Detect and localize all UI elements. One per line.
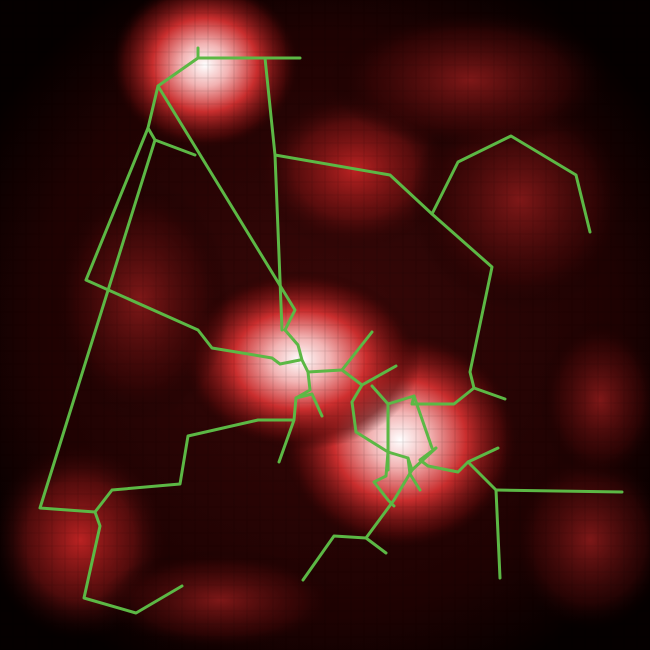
heat-blob bbox=[100, 550, 340, 650]
skeleton-branch bbox=[410, 386, 476, 406]
skeleton-branch bbox=[283, 328, 374, 374]
skeleton-branch bbox=[84, 126, 302, 366]
heat-blob bbox=[50, 180, 230, 420]
skeleton-branch bbox=[294, 392, 324, 418]
skeleton-branch bbox=[38, 138, 294, 514]
heat-blob bbox=[510, 450, 650, 630]
skeleton-branch bbox=[494, 488, 624, 494]
skeleton-branch bbox=[430, 134, 592, 234]
skeleton-branch bbox=[146, 46, 200, 157]
skeleton-branch bbox=[370, 384, 434, 450]
heat-blob bbox=[110, 0, 300, 150]
skeleton-branch bbox=[301, 534, 368, 582]
skeleton-branch bbox=[364, 468, 414, 555]
heat-blob bbox=[330, 10, 610, 150]
skeleton-network bbox=[38, 46, 624, 615]
skeleton-branch bbox=[82, 510, 184, 615]
skeleton-branch bbox=[156, 84, 297, 332]
heat-blob bbox=[540, 320, 650, 480]
